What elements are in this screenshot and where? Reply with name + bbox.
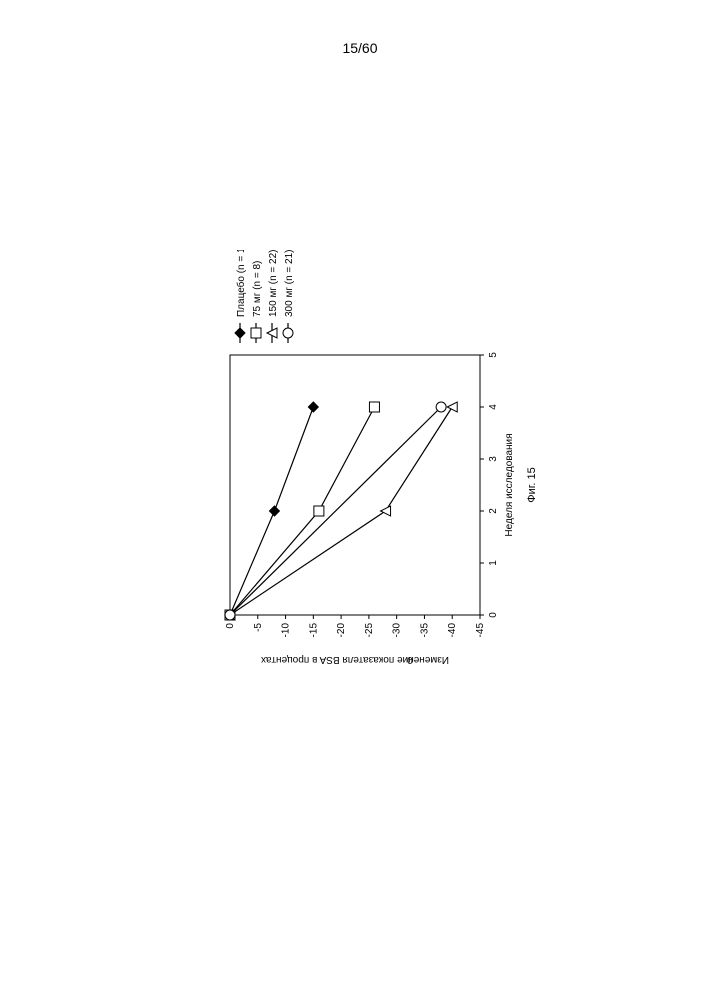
svg-text:150 мг (n = 22): 150 мг (n = 22) bbox=[268, 250, 279, 317]
svg-text:3: 3 bbox=[488, 456, 499, 462]
chart-container: 0-5-10-15-20-25-30-35-40-45012345Неделя … bbox=[220, 250, 540, 670]
svg-text:0: 0 bbox=[225, 623, 236, 629]
svg-text:75 мг (n = 8): 75 мг (n = 8) bbox=[252, 261, 263, 317]
svg-text:-45: -45 bbox=[475, 623, 486, 638]
svg-text:Плацебо (n = 16): Плацебо (n = 16) bbox=[235, 250, 247, 317]
page-number: 15/60 bbox=[0, 40, 720, 56]
chart-svg: 0-5-10-15-20-25-30-35-40-45012345Неделя … bbox=[220, 250, 540, 670]
svg-text:Фиг. 15: Фиг. 15 bbox=[526, 467, 538, 503]
svg-text:-35: -35 bbox=[419, 623, 430, 638]
svg-text:-25: -25 bbox=[364, 623, 375, 638]
svg-text:0: 0 bbox=[488, 612, 499, 618]
svg-text:300 мг (n = 21): 300 мг (n = 21) bbox=[284, 250, 295, 317]
svg-text:2: 2 bbox=[488, 508, 499, 514]
svg-text:-30: -30 bbox=[392, 623, 403, 638]
svg-text:4: 4 bbox=[488, 404, 499, 410]
svg-text:-40: -40 bbox=[447, 623, 458, 638]
svg-text:-5: -5 bbox=[253, 623, 264, 632]
svg-text:-10: -10 bbox=[281, 623, 292, 638]
svg-text:0: 0 bbox=[407, 654, 413, 665]
svg-text:1: 1 bbox=[488, 560, 499, 566]
svg-text:-15: -15 bbox=[308, 623, 319, 638]
svg-text:Изменение показателя BSA в про: Изменение показателя BSA в процентах bbox=[261, 654, 449, 665]
svg-text:-20: -20 bbox=[336, 623, 347, 638]
svg-text:5: 5 bbox=[488, 352, 499, 358]
svg-text:Неделя исследования: Неделя исследования bbox=[504, 433, 515, 536]
